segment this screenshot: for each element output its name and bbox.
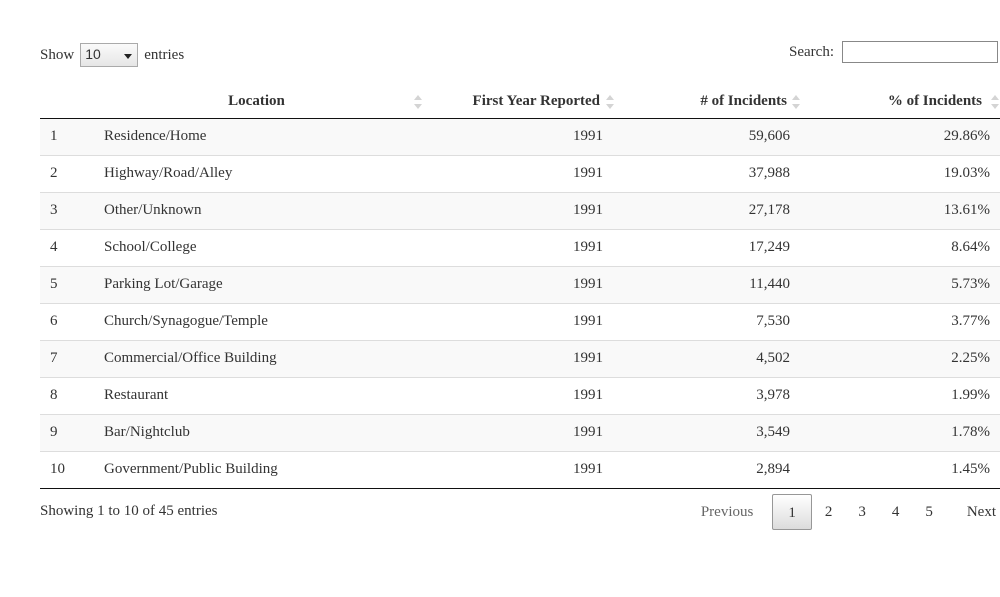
cell-first-year: 1991	[428, 450, 618, 489]
page-button-1[interactable]: 1	[772, 493, 812, 530]
cell-first-year: 1991	[428, 191, 618, 229]
cell-incidents: 11,440	[618, 265, 805, 303]
incidents-table: Location First Year Reported # of Incide…	[40, 86, 1000, 489]
table-row: 2 Highway/Road/Alley 1991 37,988 19.03%	[40, 154, 1000, 192]
cell-location: School/College	[103, 228, 428, 266]
cell-incidents: 3,978	[618, 376, 805, 414]
cell-location: Restaurant	[103, 376, 428, 414]
table-row: 9 Bar/Nightclub 1991 3,549 1.78%	[40, 413, 1000, 451]
cell-percent: 1.45%	[805, 450, 1000, 489]
cell-index: 2	[40, 154, 103, 192]
cell-location: Commercial/Office Building	[103, 339, 428, 377]
cell-index: 10	[40, 450, 103, 489]
pagination: Previous 1 2 3 4 5 Next	[688, 493, 1000, 530]
cell-index: 9	[40, 413, 103, 451]
cell-first-year: 1991	[428, 265, 618, 303]
cell-percent: 1.99%	[805, 376, 1000, 414]
length-prefix-label: Show	[40, 46, 75, 63]
page-button-3[interactable]: 3	[858, 503, 866, 520]
cell-percent: 8.64%	[805, 228, 1000, 266]
previous-page-button[interactable]: Previous	[700, 503, 754, 520]
cell-incidents: 2,894	[618, 450, 805, 489]
cell-location: Other/Unknown	[103, 191, 428, 229]
entries-per-page-select[interactable]: 10	[80, 43, 139, 67]
column-header-index	[40, 86, 103, 119]
table-row: 7 Commercial/Office Building 1991 4,502 …	[40, 339, 1000, 377]
table-row: 10 Government/Public Building 1991 2,894…	[40, 450, 1000, 489]
length-control: Show 10 entries	[40, 43, 184, 67]
page-button-4[interactable]: 4	[891, 503, 900, 520]
cell-percent: 2.25%	[805, 339, 1000, 377]
cell-incidents: 27,178	[618, 191, 805, 229]
cell-first-year: 1991	[428, 376, 618, 414]
table-controls: Show 10 entries Search:	[40, 40, 1000, 86]
table-header-row: Location First Year Reported # of Incide…	[40, 86, 1000, 119]
cell-location: Parking Lot/Garage	[103, 265, 428, 303]
column-header-incidents-label: # of Incidents	[700, 93, 787, 110]
cell-incidents: 3,549	[618, 413, 805, 451]
cell-percent: 1.78%	[805, 413, 1000, 451]
cell-incidents: 17,249	[618, 228, 805, 266]
cell-location: Bar/Nightclub	[103, 413, 428, 451]
column-header-percent-label: % of Incidents	[887, 93, 982, 110]
column-header-percent[interactable]: % of Incidents	[805, 86, 1000, 119]
cell-first-year: 1991	[428, 228, 618, 266]
sort-both-icon	[606, 94, 614, 109]
table-row: 6 Church/Synagogue/Temple 1991 7,530 3.7…	[40, 302, 1000, 340]
cell-first-year: 1991	[428, 154, 618, 192]
cell-index: 6	[40, 302, 103, 340]
cell-location: Residence/Home	[104, 128, 207, 144]
cell-first-year: 1991	[573, 128, 603, 144]
table-row: 3 Other/Unknown 1991 27,178 13.61%	[40, 191, 1000, 229]
table-row: 4 School/College 1991 17,249 8.64%	[40, 228, 1000, 266]
chevron-down-icon	[124, 54, 133, 59]
next-page-button[interactable]: Next	[966, 503, 996, 520]
search-label: Search:	[789, 43, 834, 60]
cell-first-year: 1991	[428, 302, 618, 340]
column-header-incidents[interactable]: # of Incidents	[618, 86, 805, 119]
sort-both-icon	[792, 94, 800, 109]
table-row: 8 Restaurant 1991 3,978 1.99%	[40, 376, 1000, 414]
table-info: Showing 1 to 10 of 45 entries	[40, 502, 218, 519]
cell-index: 5	[40, 265, 103, 303]
page-button-5[interactable]: 5	[925, 503, 933, 520]
cell-location: Highway/Road/Alley	[103, 154, 428, 192]
table-row: 1 Residence/Home 1991 59,606 29.86%	[40, 118, 1000, 155]
cell-incidents: 37,988	[618, 154, 805, 192]
cell-incidents: 59,606	[748, 128, 790, 144]
column-header-first-year[interactable]: First Year Reported	[428, 86, 618, 119]
table-row: 5 Parking Lot/Garage 1991 11,440 5.73%	[40, 265, 1000, 303]
cell-percent: 3.77%	[805, 302, 1000, 340]
cell-index: 7	[40, 339, 103, 377]
cell-percent: 19.03%	[805, 154, 1000, 192]
cell-percent: 13.61%	[805, 191, 1000, 229]
column-header-location[interactable]: Location	[103, 86, 428, 119]
sort-both-icon	[414, 94, 422, 109]
cell-first-year: 1991	[428, 413, 618, 451]
cell-index: 3	[40, 191, 103, 229]
cell-index: 1	[50, 128, 58, 144]
cell-percent: 29.86%	[943, 128, 990, 144]
cell-location: Church/Synagogue/Temple	[103, 302, 428, 340]
datatable-wrapper: Show 10 entries Search: Location First Y…	[40, 40, 1000, 539]
search-control: Search:	[789, 41, 998, 63]
column-header-first-year-label: First Year Reported	[472, 93, 600, 110]
search-input[interactable]	[842, 41, 998, 63]
length-suffix-label: entries	[144, 46, 185, 63]
cell-first-year: 1991	[428, 339, 618, 377]
cell-incidents: 7,530	[618, 302, 805, 340]
table-body: 1 Residence/Home 1991 59,606 29.86% 2 Hi…	[40, 118, 1000, 489]
entries-per-page-value: 10	[85, 46, 101, 62]
cell-incidents: 4,502	[618, 339, 805, 377]
page-button-2[interactable]: 2	[824, 503, 833, 520]
sort-both-icon	[991, 94, 999, 109]
cell-index: 8	[40, 376, 103, 414]
cell-location: Government/Public Building	[103, 450, 428, 489]
cell-index: 4	[40, 228, 103, 266]
table-footer: Showing 1 to 10 of 45 entries Previous 1…	[40, 489, 1000, 539]
cell-percent: 5.73%	[805, 265, 1000, 303]
column-header-location-label: Location	[228, 93, 285, 110]
